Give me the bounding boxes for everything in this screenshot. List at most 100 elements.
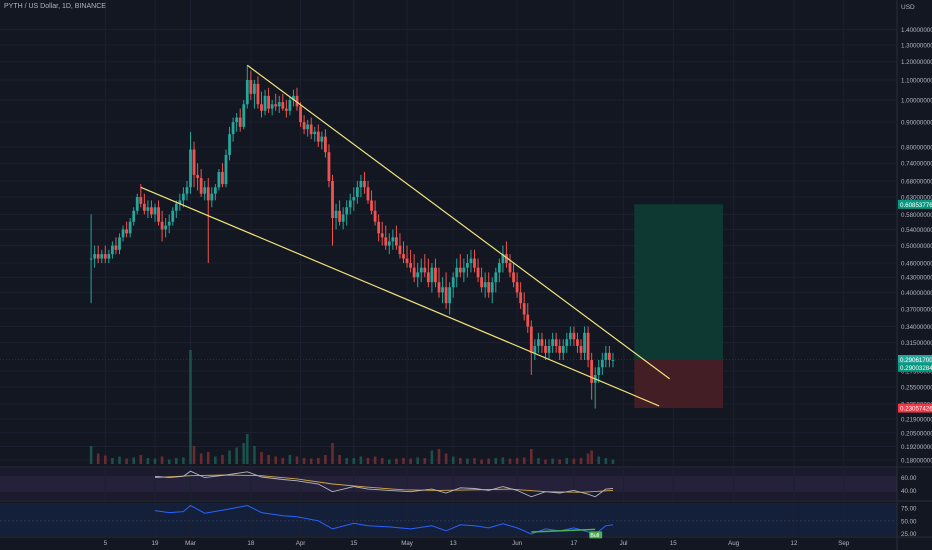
- volume-bar: [352, 458, 356, 464]
- candle: [462, 258, 466, 283]
- volume-bar: [96, 453, 100, 464]
- time-axis-label: Jul: [620, 540, 628, 547]
- volume-bar: [221, 455, 224, 464]
- candle: [150, 200, 153, 219]
- volume-bar: [572, 458, 576, 464]
- candle-body: [238, 117, 242, 127]
- volume-bar: [459, 458, 462, 464]
- candle: [313, 126, 317, 142]
- candle: [398, 233, 402, 259]
- candle-body: [284, 108, 288, 111]
- time-axis-label: 17: [570, 540, 577, 547]
- volume-bar: [416, 457, 419, 464]
- candle-body: [324, 136, 327, 153]
- candle-body: [565, 339, 569, 346]
- candle-body: [142, 203, 146, 211]
- price-tick-label: 1.40000000: [901, 27, 932, 34]
- volume-bar: [402, 458, 405, 464]
- volume-bar: [260, 452, 263, 464]
- candle: [164, 218, 168, 238]
- volume-bar: [167, 459, 171, 464]
- candle: [267, 87, 270, 114]
- candle-body: [572, 332, 576, 340]
- candle: [473, 249, 476, 273]
- candle: [586, 326, 590, 368]
- candle: [235, 113, 239, 132]
- candle-body: [164, 225, 168, 230]
- volume-bar: [309, 458, 313, 464]
- candle: [352, 187, 356, 211]
- candle: [409, 249, 412, 273]
- candle-body: [171, 210, 175, 222]
- candle-body: [89, 258, 93, 260]
- price-tick-label: 0.74000000: [901, 161, 932, 168]
- volume-bar: [125, 458, 128, 464]
- candle-body: [306, 124, 310, 130]
- candle: [228, 126, 231, 161]
- candle-body: [384, 237, 388, 246]
- volume-bar: [246, 434, 249, 464]
- volume-bar: [437, 449, 441, 464]
- candle: [103, 245, 107, 264]
- candle-body: [331, 180, 334, 219]
- candle-body: [196, 174, 199, 178]
- candle: [522, 292, 526, 321]
- time-axis-label: Aug: [728, 540, 740, 547]
- price-tick-label: 0.34000000: [901, 324, 932, 331]
- candle-body: [412, 267, 416, 278]
- time-axis-label: Jun: [512, 540, 523, 547]
- candle: [455, 258, 459, 288]
- candle: [395, 225, 398, 250]
- candle-body: [377, 221, 381, 234]
- price-tick-label: 0.80000000: [901, 144, 932, 151]
- candle: [426, 258, 430, 288]
- third-panel-background: [0, 503, 897, 536]
- candle: [355, 180, 359, 204]
- candle-body: [501, 254, 505, 264]
- candle: [167, 214, 171, 234]
- candle: [345, 200, 349, 226]
- candle: [100, 249, 104, 264]
- candle: [526, 303, 530, 333]
- candle-body: [551, 339, 554, 346]
- candle: [373, 200, 377, 226]
- price-tick-label: 0.50000000: [901, 243, 932, 250]
- candle-body: [192, 149, 196, 175]
- price-tick-label: 0.19200000: [901, 444, 932, 451]
- candle-body: [608, 352, 611, 360]
- candle-body: [398, 245, 402, 255]
- price-tick-label: 0.68000000: [901, 178, 932, 185]
- volume-bar: [388, 459, 391, 464]
- candle-body: [426, 272, 430, 283]
- candle: [256, 76, 260, 109]
- candle: [171, 207, 175, 226]
- candle-body: [302, 122, 306, 130]
- candle: [128, 218, 132, 238]
- volume-bar: [324, 455, 327, 464]
- volume-bar: [118, 456, 121, 464]
- volume-bar: [89, 446, 93, 464]
- volume-bar: [544, 459, 547, 464]
- candle: [89, 214, 93, 304]
- candle-body: [444, 287, 448, 304]
- candle: [437, 267, 441, 298]
- candle: [281, 93, 285, 111]
- time-axis-label: May: [401, 540, 414, 547]
- candle: [561, 339, 565, 360]
- candle: [590, 352, 594, 400]
- volume-bar: [451, 456, 455, 464]
- candle-body: [483, 282, 487, 288]
- time-axis-label: Sep: [838, 540, 850, 547]
- candle: [458, 254, 462, 278]
- volume-bar: [366, 458, 370, 464]
- volume-bar: [444, 453, 448, 464]
- price-tick-label: 0.43000000: [901, 275, 932, 282]
- candle-body: [405, 258, 409, 264]
- candle: [245, 65, 249, 109]
- time-axis-label: 12: [791, 540, 798, 547]
- candle-body: [100, 254, 104, 259]
- candle-body: [221, 171, 224, 185]
- candle-body: [206, 187, 210, 201]
- candle-body: [579, 345, 583, 353]
